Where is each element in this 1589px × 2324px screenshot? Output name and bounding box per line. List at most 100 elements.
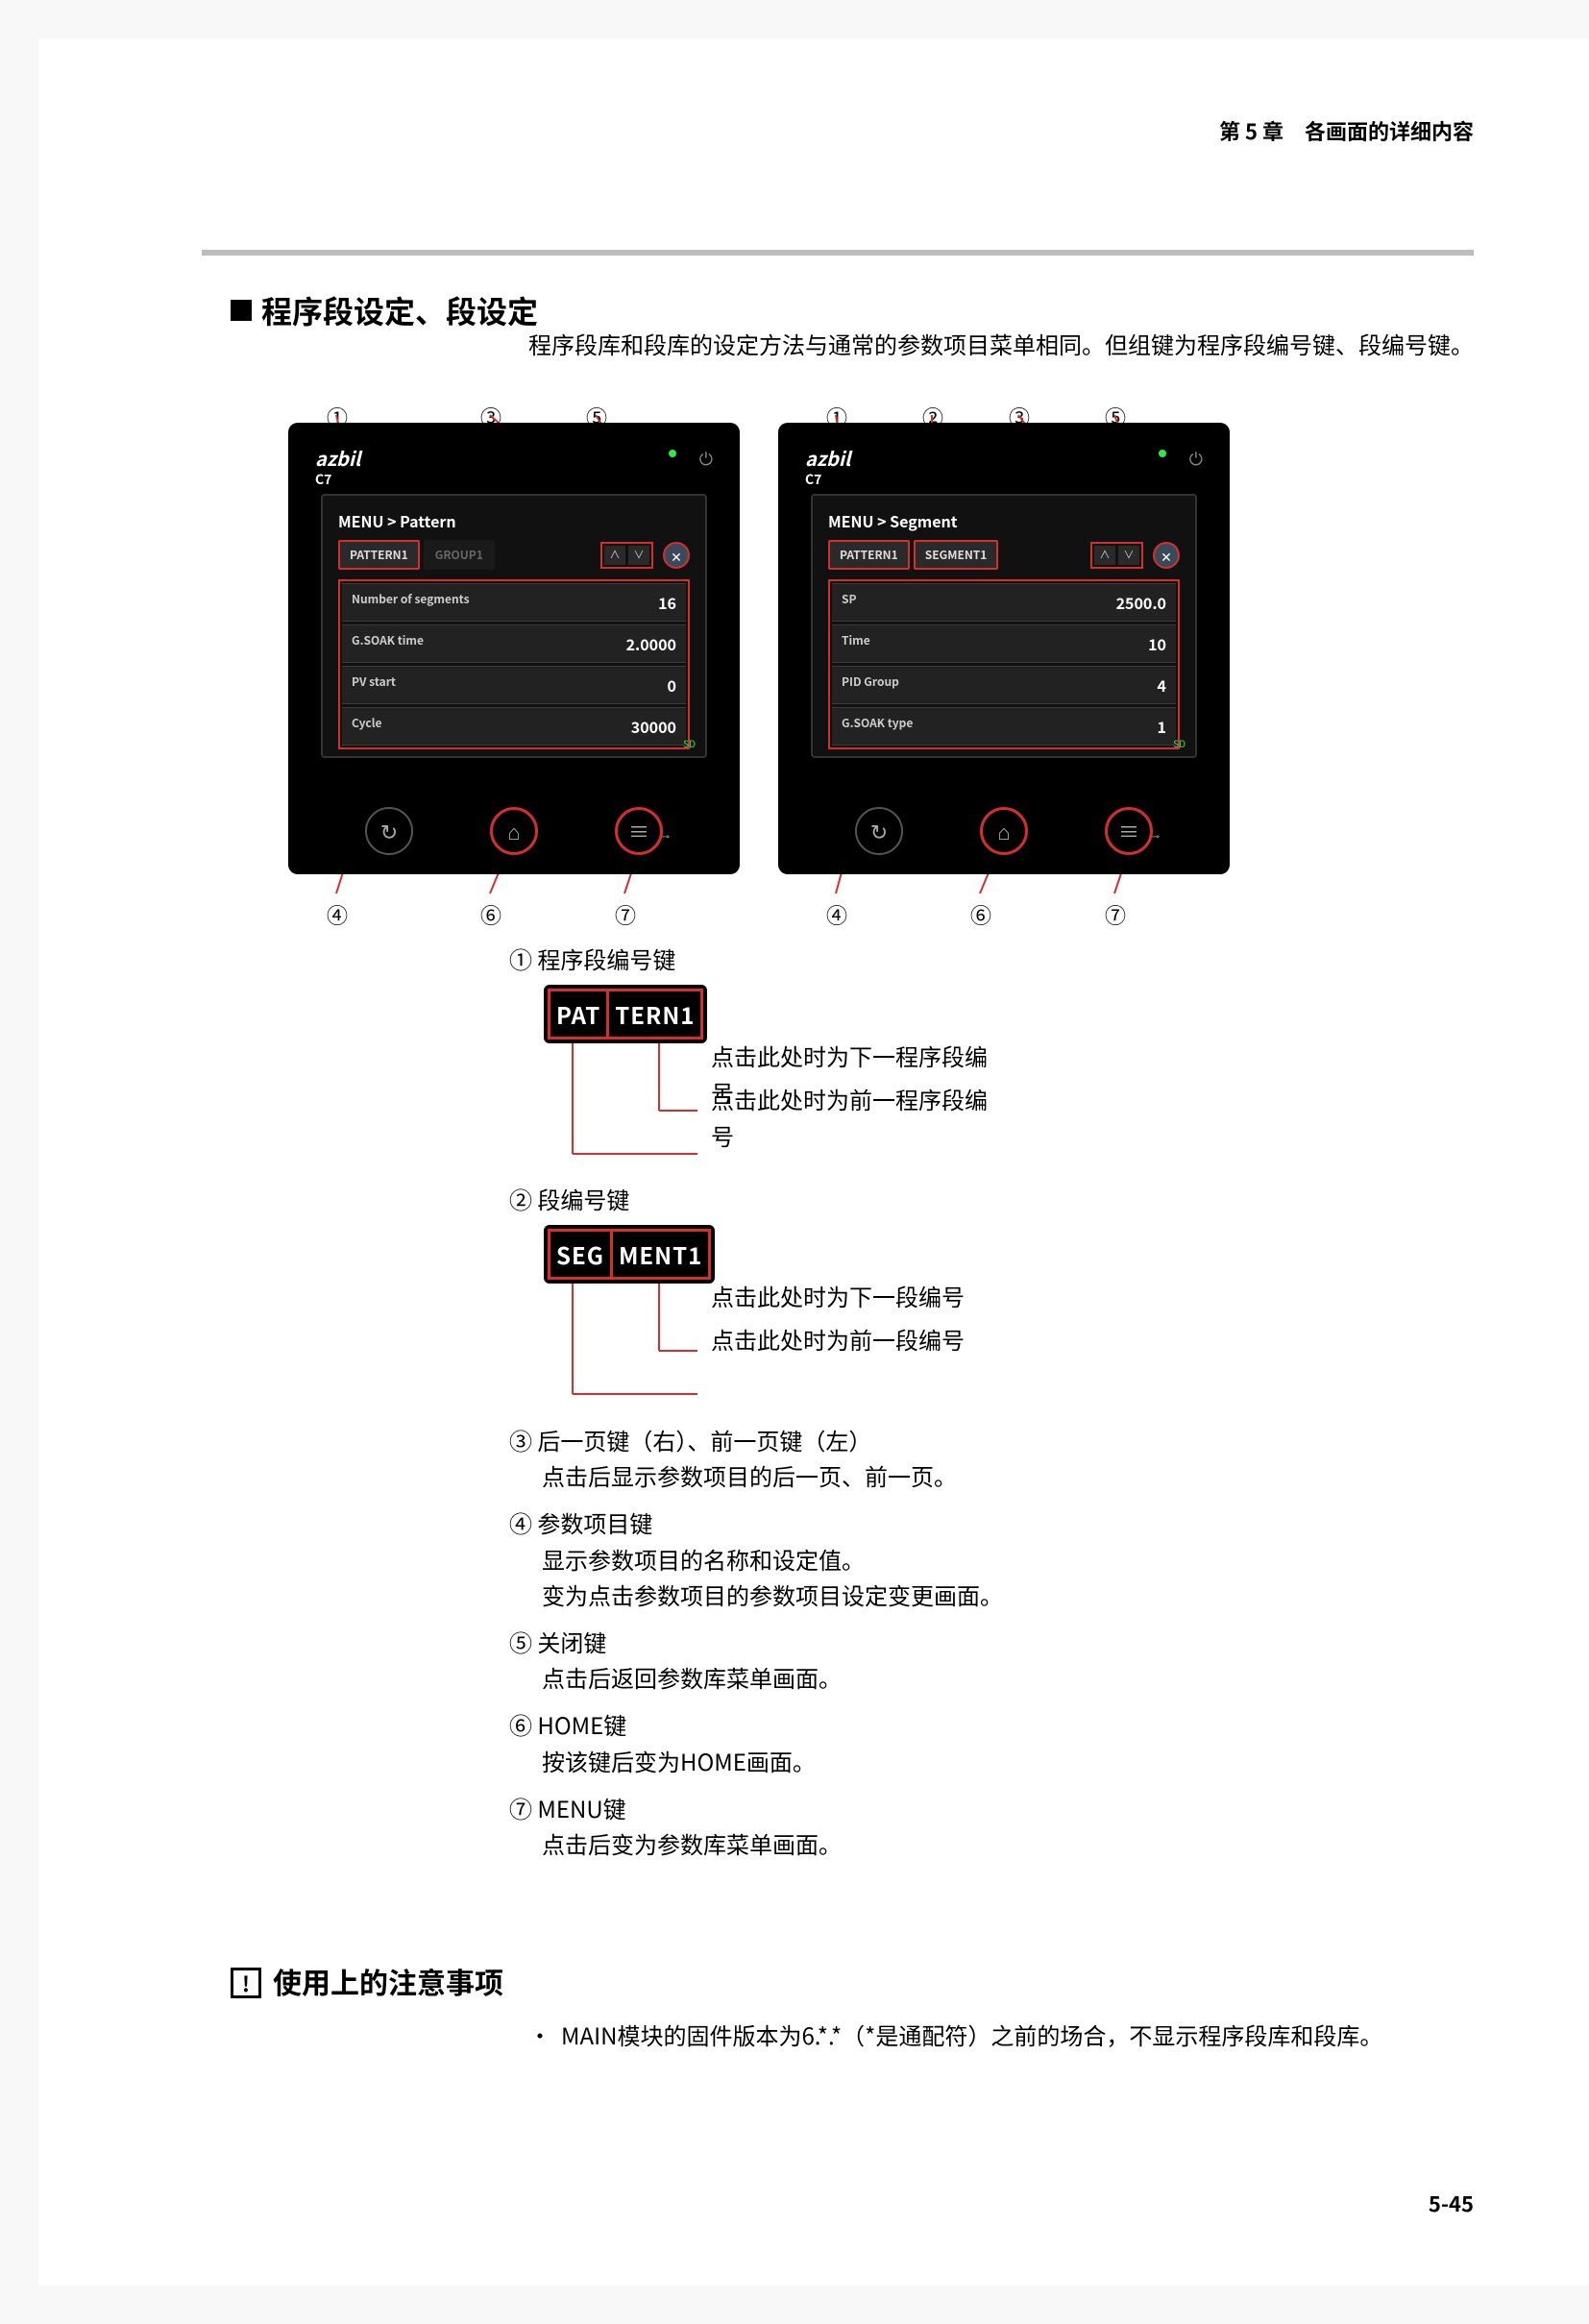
key-lock-icon: ⊸ [662, 828, 670, 843]
key2-prev-note: 点击此处时为前一段编号 [711, 1321, 965, 1358]
callout-6-left: ⑥ [480, 899, 501, 930]
param-value: 10 [1148, 632, 1166, 655]
param-value: 4 [1158, 673, 1166, 697]
param-item-key[interactable]: G.SOAK type 1 [832, 707, 1176, 746]
close-key[interactable]: ✕ [1153, 542, 1180, 569]
model-label: C7 [315, 470, 713, 489]
desc-3-body: 点击后显示参数项目的后一页、前一页。 [542, 1457, 1003, 1493]
key1-prev-note: 点击此处时为前一程序段编号 [711, 1081, 1005, 1155]
page: 第 5 章 各画面的详细内容 程序段设定、段设定 程序段库和段库的设定方法与通常… [38, 38, 1589, 2286]
status-led-icon [1159, 450, 1166, 457]
page-nav-keys: ∧ ∨ [1090, 542, 1143, 569]
next-page-key[interactable]: ∨ [1118, 546, 1139, 565]
param-item-key[interactable]: Number of segments 16 [342, 583, 686, 622]
param-value: 1 [1158, 715, 1166, 738]
param-value: 30000 [631, 715, 676, 738]
callout-7-left: ⑦ [615, 899, 636, 930]
desc-3-title: ③ 后一页键（右）、前一页键（左） [509, 1422, 1003, 1457]
pattern-key-illustration: PATTERN1 [544, 985, 707, 1043]
param-label: Number of segments [352, 591, 470, 614]
param-label: Time [842, 632, 870, 655]
sd-badge: SD [1173, 736, 1186, 750]
header-rule [202, 250, 1474, 256]
power-icon[interactable]: ⏻ [699, 446, 713, 471]
param-value: 2.0000 [626, 632, 676, 655]
desc-3: ③ 后一页键（右）、前一页键（左） 点击后显示参数项目的后一页、前一页。 [509, 1422, 1003, 1493]
param-label: SP [842, 591, 857, 614]
caution-icon: ! [231, 1968, 261, 1998]
group-tab[interactable]: GROUP1 [424, 540, 495, 570]
home-button[interactable]: ⌂ [980, 807, 1028, 855]
next-page-key[interactable]: ∨ [628, 546, 649, 565]
param-list: Number of segments 16 G.SOAK time 2.0000… [338, 579, 690, 749]
status-led-icon [669, 450, 676, 457]
hardware-buttons: ↻ ⌂ ≡⊸ [778, 807, 1230, 855]
screen-title: MENU > Pattern [338, 509, 690, 532]
key2-detail: ② 段编号键 SEGMENT1 点击此处时为下一段编号 点击此处时为前一段编号 [509, 1182, 1005, 1408]
caution-text: MAIN模块的固件版本为6.*.*（*是通配符）之前的场合，不显示程序段库和段库… [528, 2018, 1474, 2052]
chapter-header: 第 5 章 各画面的详细内容 [1219, 115, 1474, 146]
desc-6-title: ⑥ HOME键 [509, 1706, 1003, 1742]
segment-key-next-half[interactable]: MENT1 [613, 1229, 711, 1280]
caution-heading: ! 使用上的注意事项 [231, 1960, 503, 2002]
device-row: azbil C7 ⏻ MENU > Pattern PATTERN1 GROUP… [288, 423, 1230, 874]
menu-button[interactable]: ≡⊸ [615, 807, 663, 855]
param-value: 2500.0 [1116, 591, 1166, 614]
desc-5-body: 点击后返回参数库菜单画面。 [542, 1659, 1003, 1695]
prev-page-key[interactable]: ∧ [1094, 546, 1115, 565]
device-segment: azbil C7 ⏻ MENU > Segment PATTERN1 SEGME… [778, 423, 1230, 874]
caution-title-text: 使用上的注意事项 [273, 1960, 503, 2002]
key1-title: ① 程序段编号键 [509, 942, 1005, 975]
brand-label: azbil [805, 444, 1203, 472]
pattern-number-key[interactable]: PATTERN1 [828, 540, 910, 570]
tab-row: PATTERN1 SEGMENT1 ∧ ∨ ✕ [828, 540, 1180, 570]
desc-4-body2: 变为点击参数项目的参数项目设定变更画面。 [542, 1577, 1003, 1612]
menu-button[interactable]: ≡⊸ [1105, 807, 1153, 855]
pattern-key-next-half[interactable]: TERN1 [609, 989, 703, 1040]
section-title: 程序段设定、段设定 [231, 288, 538, 332]
refresh-button[interactable]: ↻ [365, 807, 413, 855]
callout-4-left: ④ [327, 899, 348, 930]
page-nav-keys: ∧ ∨ [600, 542, 653, 569]
desc-4: ④ 参数项目键 显示参数项目的名称和设定值。 变为点击参数项目的参数项目设定变更… [509, 1504, 1003, 1612]
param-item-key[interactable]: PV start 0 [342, 666, 686, 704]
sd-badge: SD [683, 736, 696, 750]
callout-7-right: ⑦ [1105, 899, 1126, 930]
param-label: PID Group [842, 673, 899, 697]
param-label: G.SOAK time [352, 632, 424, 655]
param-list: SP 2500.0 Time 10 PID Group 4 G.SOAK typ… [828, 579, 1180, 749]
description-list: ③ 后一页键（右）、前一页键（左） 点击后显示参数项目的后一页、前一页。 ④ 参… [509, 1422, 1003, 1872]
desc-5-title: ⑤ 关闭键 [509, 1624, 1003, 1659]
desc-5: ⑤ 关闭键 点击后返回参数库菜单画面。 [509, 1624, 1003, 1695]
home-button[interactable]: ⌂ [490, 807, 538, 855]
callout-6-right: ⑥ [970, 899, 991, 930]
param-label: PV start [352, 673, 396, 697]
desc-7-body: 点击后变为参数库菜单画面。 [542, 1825, 1003, 1861]
desc-4-title: ④ 参数项目键 [509, 1504, 1003, 1540]
param-item-key[interactable]: SP 2500.0 [832, 583, 1176, 622]
pattern-key-prev-half[interactable]: PAT [548, 989, 609, 1040]
pattern-number-key[interactable]: PATTERN1 [338, 540, 420, 570]
param-value: 16 [658, 591, 676, 614]
screen-segment: MENU > Segment PATTERN1 SEGMENT1 ∧ ∨ ✕ S… [811, 494, 1197, 758]
tab-row: PATTERN1 GROUP1 ∧ ∨ ✕ [338, 540, 690, 570]
screen-pattern: MENU > Pattern PATTERN1 GROUP1 ∧ ∨ ✕ Num… [321, 494, 707, 758]
desc-7: ⑦ MENU键 点击后变为参数库菜单画面。 [509, 1790, 1003, 1861]
key2-next-note: 点击此处时为下一段编号 [711, 1278, 965, 1314]
segment-number-key[interactable]: SEGMENT1 [914, 540, 999, 570]
callout-4-right: ④ [826, 899, 847, 930]
refresh-button[interactable]: ↻ [855, 807, 903, 855]
power-icon[interactable]: ⏻ [1189, 446, 1203, 471]
param-item-key[interactable]: PID Group 4 [832, 666, 1176, 704]
param-item-key[interactable]: Cycle 30000 [342, 707, 686, 746]
square-bullet-icon [231, 300, 252, 321]
desc-4-body1: 显示参数项目的名称和设定值。 [542, 1541, 1003, 1577]
param-item-key[interactable]: Time 10 [832, 624, 1176, 663]
param-item-key[interactable]: G.SOAK time 2.0000 [342, 624, 686, 663]
param-label: Cycle [352, 715, 382, 738]
model-label: C7 [805, 470, 1203, 489]
segment-key-prev-half[interactable]: SEG [548, 1229, 613, 1280]
prev-page-key[interactable]: ∧ [604, 546, 625, 565]
close-key[interactable]: ✕ [663, 542, 690, 569]
device-pattern: azbil C7 ⏻ MENU > Pattern PATTERN1 GROUP… [288, 423, 740, 874]
